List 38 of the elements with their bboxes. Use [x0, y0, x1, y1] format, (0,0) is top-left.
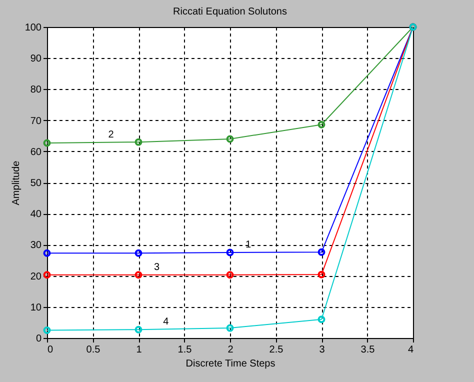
x-tick-label: 2.5 [269, 344, 284, 356]
y-tick-label: 30 [30, 240, 42, 252]
point [226, 271, 234, 279]
point [318, 120, 326, 128]
x-tick-label: 0.5 [86, 344, 101, 356]
point [134, 249, 142, 257]
x-axis-title: Discrete Time Steps [186, 358, 276, 370]
y-tick-label: 100 [24, 22, 42, 34]
chart-title: Riccati Equation Solutons [173, 6, 287, 18]
x-tick-label: 3.5 [360, 344, 376, 356]
y-tick-label: 10 [30, 302, 42, 314]
point [134, 138, 142, 146]
y-axis-title: Amplitude [10, 160, 22, 206]
point [318, 270, 326, 278]
point [226, 248, 234, 256]
x-tick-label: 2 [228, 344, 234, 356]
annotation: 2 [108, 129, 114, 140]
point [318, 248, 326, 256]
x-tick-label: 3 [319, 344, 326, 356]
y-tick-label: 50 [30, 178, 42, 189]
y-tick-label: 20 [30, 271, 42, 282]
y-tick-label: 70 [30, 116, 42, 127]
x-tick-label: 1.5 [178, 344, 192, 356]
point [226, 324, 234, 332]
point [318, 316, 326, 324]
point [134, 326, 142, 334]
y-tick-label: 0 [36, 334, 42, 344]
y-tick-label: 60 [30, 146, 42, 158]
annotation: 4 [163, 316, 170, 328]
y-tick-label: 40 [30, 209, 42, 220]
point [226, 135, 234, 143]
y-tick-label: 90 [30, 54, 42, 65]
annotation: 3 [154, 262, 160, 273]
x-tick-label: 4 [408, 344, 414, 356]
point [134, 271, 142, 279]
x-tick-label: 0 [48, 344, 54, 356]
y-tick-label: 80 [30, 84, 42, 96]
x-tick-label: 1 [136, 344, 142, 356]
